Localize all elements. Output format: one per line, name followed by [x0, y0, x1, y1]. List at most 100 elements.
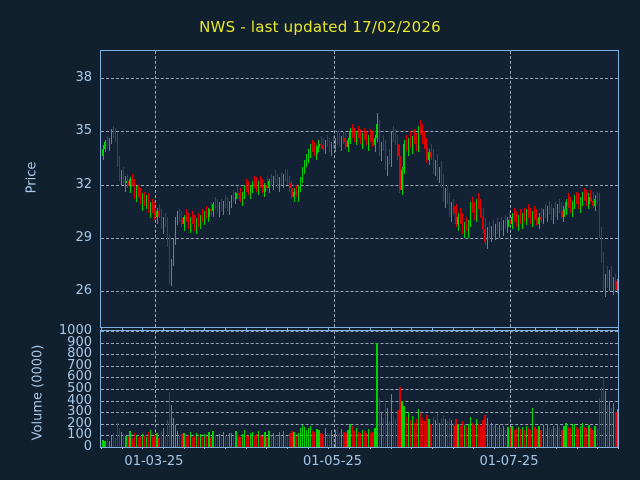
volume-tick-label: 800 [67, 346, 92, 362]
candle-wick [237, 186, 239, 199]
candle-body [341, 138, 343, 146]
candle-wick [339, 132, 341, 148]
volume-bar [571, 424, 573, 447]
candle-body [262, 186, 264, 192]
volume-bar [318, 430, 320, 447]
volume-bar [465, 427, 468, 447]
volume-bar [609, 400, 611, 447]
volume-bar [268, 431, 270, 447]
volume-bar [561, 429, 563, 447]
candle-body [305, 157, 308, 164]
volume-bar [447, 421, 449, 447]
volume-tick-label: 500 [67, 381, 92, 396]
date-tick-label: 01-03-25 [124, 454, 184, 469]
candle-wick [260, 175, 262, 189]
volume-bar [361, 429, 364, 447]
candle-body [372, 140, 374, 146]
candle-body [235, 193, 237, 199]
candle-body [442, 184, 445, 199]
volume-bar [422, 418, 424, 447]
volume-bar [411, 415, 414, 447]
candle-wick [198, 213, 200, 228]
volume-bar [579, 425, 582, 447]
candle-body [102, 148, 104, 157]
volume-bar [156, 433, 158, 447]
volume-plot-area[interactable] [101, 331, 618, 447]
candle-body [474, 211, 476, 217]
volume-bar [484, 414, 486, 447]
volume-bar [359, 433, 362, 447]
candle-body [405, 143, 407, 149]
candle-body [206, 213, 208, 217]
volume-bar [272, 433, 274, 447]
volume-bar [438, 422, 441, 447]
candle-wick [285, 168, 287, 181]
candle-body [307, 152, 310, 158]
candle-body [397, 143, 399, 157]
candle-wick [420, 120, 422, 135]
candle-body [208, 209, 210, 217]
price-plot-area[interactable] [101, 51, 618, 327]
volume-bar [515, 427, 517, 447]
volume-bar [546, 423, 548, 447]
candle-body [521, 216, 524, 222]
candle-body [582, 195, 584, 201]
candle-body [260, 182, 262, 187]
candle-body [382, 145, 384, 149]
candle-body [476, 202, 478, 217]
volume-bar [413, 422, 416, 447]
candle-wick [465, 216, 467, 231]
candle-body [247, 188, 250, 194]
volume-bar [617, 408, 618, 447]
candle-body [291, 188, 293, 197]
volume-bar [548, 427, 551, 447]
candle-body [212, 204, 214, 212]
candle-wick [357, 125, 359, 139]
volume-bar [243, 429, 245, 447]
candle-body [328, 145, 330, 151]
candle-wick [281, 172, 283, 185]
candle-body [241, 195, 243, 201]
volume-bar [552, 425, 555, 447]
candle-wick [474, 202, 476, 221]
price-panel[interactable] [100, 50, 619, 328]
volume-bar [415, 419, 418, 447]
volume-bar [343, 431, 345, 447]
volume-bar [229, 433, 231, 447]
volume-bar [237, 435, 239, 447]
candle-body [440, 170, 443, 185]
candle-body [538, 216, 540, 224]
candle-wick [467, 220, 469, 238]
volume-bar [575, 427, 578, 447]
candle-body [426, 147, 428, 160]
volume-bar [114, 437, 117, 447]
candle-body [310, 147, 312, 153]
volume-bar [131, 438, 133, 447]
candle-body [264, 184, 266, 192]
volume-bar [287, 435, 289, 447]
volume-bar [102, 440, 104, 447]
candle-body [272, 177, 274, 185]
candle-body [355, 132, 357, 141]
volume-bar [461, 421, 463, 447]
candle-body [185, 216, 187, 221]
volume-bar [397, 409, 399, 447]
candle-body [555, 211, 557, 215]
volume-bar [137, 437, 139, 447]
volume-tick-label: 0 [83, 439, 92, 454]
volume-bar [125, 435, 127, 447]
volume-bar [534, 427, 536, 447]
price-gridline [101, 77, 618, 79]
volume-bar [380, 412, 382, 447]
volume-bar [172, 418, 175, 447]
candle-body [193, 221, 196, 228]
candle-body [480, 207, 482, 217]
candle-body [233, 197, 235, 199]
volume-bar [295, 435, 297, 447]
volume-bar [417, 408, 420, 447]
candle-body [229, 202, 231, 210]
volume-panel[interactable] [100, 330, 619, 448]
candle-body [253, 182, 256, 185]
volume-bar [582, 423, 584, 447]
candle-body [181, 218, 183, 224]
